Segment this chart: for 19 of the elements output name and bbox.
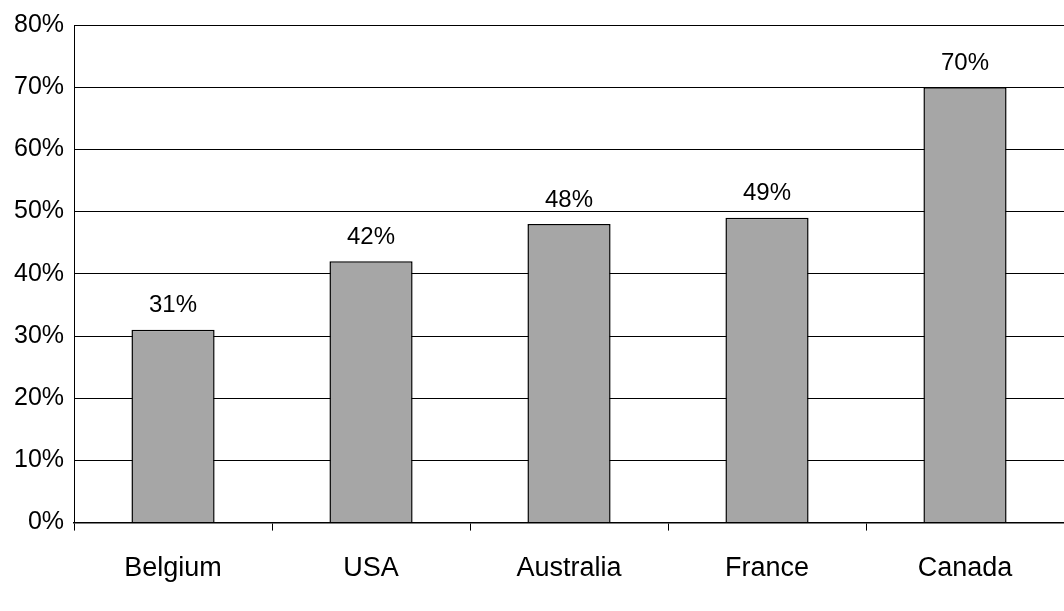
x-tick-label: Belgium xyxy=(124,552,222,583)
y-tick-label: 50% xyxy=(13,195,65,224)
y-tick-label: 70% xyxy=(13,71,65,100)
data-label: 70% xyxy=(940,47,990,75)
y-tick-label: 60% xyxy=(13,133,65,162)
y-tick-label: 10% xyxy=(13,444,65,473)
data-label: 42% xyxy=(347,221,396,249)
y-tick-label: 0% xyxy=(27,506,65,535)
y-tick-label: 40% xyxy=(13,257,65,286)
x-tick-label: USA xyxy=(343,552,399,583)
data-label: 49% xyxy=(742,178,792,206)
x-tick-label: Canada xyxy=(917,552,1014,583)
y-tick-label: 30% xyxy=(13,319,65,348)
y-tick-label: 80% xyxy=(13,8,65,37)
data-label: 48% xyxy=(544,184,594,212)
x-tick-label: Australia xyxy=(516,552,623,583)
data-label: 31% xyxy=(149,290,198,318)
y-tick-label: 20% xyxy=(13,382,65,411)
x-tick-label: France xyxy=(724,552,810,583)
